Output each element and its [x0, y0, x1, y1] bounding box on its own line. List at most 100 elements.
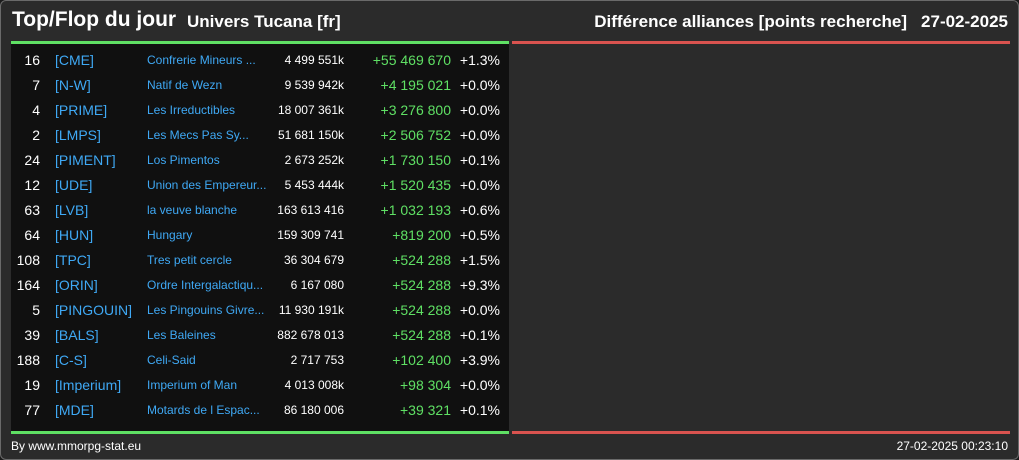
rank-value: 39	[24, 327, 40, 343]
percent-change: +0.0%	[459, 377, 500, 393]
top-divider-red	[512, 41, 1010, 44]
alliance-name-link[interactable]: Los Pimentos	[147, 153, 220, 167]
difference-value: +1 032 193	[380, 202, 451, 218]
difference-value: +1 520 435	[380, 177, 451, 193]
rank-value: 64	[24, 227, 40, 243]
alliance-tag-link[interactable]: [HUN]	[55, 227, 94, 243]
site-credit-link[interactable]: By www.mmorpg-stat.eu	[11, 439, 142, 453]
table-row: 188 [C-S] Celi-Said 2 717 753 +102 400 +3.9%	[11, 348, 509, 373]
points-value: 18 007 361k	[277, 103, 344, 117]
points-value: 2 717 753	[290, 353, 344, 367]
percent-change: +9.3%	[459, 277, 500, 293]
percent-change: +0.0%	[459, 177, 500, 193]
alliance-name-link[interactable]: Tres petit cercle	[147, 253, 232, 267]
points-value: 86 180 006	[283, 403, 344, 417]
alliance-tag-link[interactable]: [TPC]	[55, 252, 91, 268]
page-title: Top/Flop du jour	[12, 8, 177, 31]
alliance-tag-link[interactable]: [PRIME]	[55, 102, 108, 118]
points-value: 163 613 416	[277, 203, 344, 217]
alliance-name-link[interactable]: Les Pingouins Givre...	[147, 303, 265, 317]
percent-change: +0.0%	[459, 77, 500, 93]
percent-change: +1.5%	[459, 252, 500, 268]
points-value: 4 499 551k	[284, 53, 344, 67]
table-row: 4 [PRIME] Les Irreductibles 18 007 361k +3 2…	[11, 98, 509, 123]
table-row: 7 [N-W] Natif de Wezn 9 539 942k +4 195 021 +…	[11, 73, 509, 98]
difference-value: +98 304	[400, 377, 451, 393]
table-row: 108 [TPC] Tres petit cercle 36 304 679 +524 …	[11, 248, 509, 273]
alliance-name-link[interactable]: Union des Empereur...	[147, 178, 267, 192]
points-value: 2 673 252k	[284, 153, 344, 167]
alliance-name-link[interactable]: Les Mecs Pas Sy...	[147, 128, 249, 142]
universe-label: Univers Tucana [fr]	[187, 12, 341, 31]
difference-value: +524 288	[392, 302, 451, 318]
difference-value: +55 469 670	[372, 52, 451, 68]
difference-value: +524 288	[392, 327, 451, 343]
alliance-name-link[interactable]: Natif de Wezn	[147, 78, 223, 92]
rank-value: 2	[32, 127, 40, 143]
difference-value: +102 400	[392, 352, 451, 368]
table-row: 2 [LMPS] Les Mecs Pas Sy... 51 681 150k +2 5…	[11, 123, 509, 148]
alliance-name-link[interactable]: Celi-Said	[147, 353, 196, 367]
alliance-name-link[interactable]: Ordre Intergalactiqu...	[147, 278, 264, 292]
rank-value: 24	[24, 152, 40, 168]
rank-value: 164	[16, 277, 40, 293]
alliance-tag-link[interactable]: [ORIN]	[55, 277, 98, 293]
generated-timestamp: 27-02-2025 00:23:10	[896, 439, 1008, 453]
points-value: 4 013 008k	[284, 378, 344, 392]
percent-change: +0.1%	[459, 402, 500, 418]
rank-value: 12	[24, 177, 40, 193]
table-row: 77 [MDE] Motards de l Espac... 86 180 006 +3…	[11, 398, 509, 423]
points-value: 882 678 013	[277, 328, 344, 342]
alliance-tag-link[interactable]: [C-S]	[55, 352, 87, 368]
alliance-name-link[interactable]: Motards de l Espac...	[147, 403, 260, 417]
alliance-tag-link[interactable]: [UDE]	[55, 177, 93, 193]
alliance-name-link[interactable]: Imperium of Man	[147, 378, 238, 392]
table-row: 64 [HUN] Hungary 159 309 741 +819 200 +0.5%	[11, 223, 509, 248]
rank-value: 77	[24, 402, 40, 418]
percent-change: +0.1%	[459, 327, 500, 343]
percent-change: +0.0%	[459, 127, 500, 143]
difference-value: +2 506 752	[380, 127, 451, 143]
top-ranking-panel: 16 [CME] Confrerie Mineurs ... 4 499 551k +5…	[11, 44, 509, 431]
difference-value: +3 276 800	[380, 102, 451, 118]
points-value: 9 539 942k	[284, 78, 344, 92]
difference-value: +4 195 021	[380, 77, 451, 93]
rank-value: 5	[32, 302, 40, 318]
alliance-tag-link[interactable]: [LMPS]	[55, 127, 101, 143]
alliance-tag-link[interactable]: [PINGOUIN]	[55, 302, 133, 318]
points-value: 36 304 679	[283, 253, 344, 267]
table-row: 12 [UDE] Union des Empereur... 5 453 444k +1…	[11, 173, 509, 198]
table-row: 63 [LVB] la veuve blanche 163 613 416 +1 032…	[11, 198, 509, 223]
difference-value: +1 730 150	[380, 152, 451, 168]
points-value: 11 930 191k	[278, 303, 344, 317]
alliance-name-link[interactable]: la veuve blanche	[147, 203, 238, 217]
alliance-name-link[interactable]: Les Baleines	[147, 328, 216, 342]
rank-value: 4	[32, 102, 40, 118]
percent-change: +0.1%	[459, 152, 500, 168]
date-label: 27-02-2025	[921, 12, 1008, 31]
rank-value: 19	[24, 377, 40, 393]
alliance-name-link[interactable]: Confrerie Mineurs ...	[147, 53, 256, 67]
bottom-divider-red	[512, 431, 1010, 434]
points-value: 51 681 150k	[277, 128, 344, 142]
table-row: 164 [ORIN] Ordre Intergalactiqu... 6 167 08…	[11, 273, 509, 298]
alliance-tag-link[interactable]: [PIMENT]	[55, 152, 116, 168]
alliance-tag-link[interactable]: [CME]	[55, 52, 94, 68]
alliance-tag-link[interactable]: [LVB]	[55, 202, 89, 218]
rank-value: 63	[24, 202, 40, 218]
alliance-name-link[interactable]: Hungary	[147, 228, 193, 242]
points-value: 5 453 444k	[284, 178, 344, 192]
difference-value: +524 288	[392, 252, 451, 268]
table-row: 19 [Imperium] Imperium of Man 4 013 008k +98…	[11, 373, 509, 398]
alliance-tag-link[interactable]: [N-W]	[55, 77, 91, 93]
points-value: 159 309 741	[277, 228, 344, 242]
alliance-name-link[interactable]: Les Irreductibles	[147, 103, 236, 117]
percent-change: +0.5%	[459, 227, 500, 243]
top-divider-green	[11, 41, 509, 44]
alliance-tag-link[interactable]: [Imperium]	[55, 377, 122, 393]
difference-value: +524 288	[392, 277, 451, 293]
alliance-tag-link[interactable]: [BALS]	[55, 327, 99, 343]
category-label: Différence alliances [points recherche]	[594, 12, 907, 31]
percent-change: +1.3%	[459, 52, 500, 68]
alliance-tag-link[interactable]: [MDE]	[55, 402, 94, 418]
